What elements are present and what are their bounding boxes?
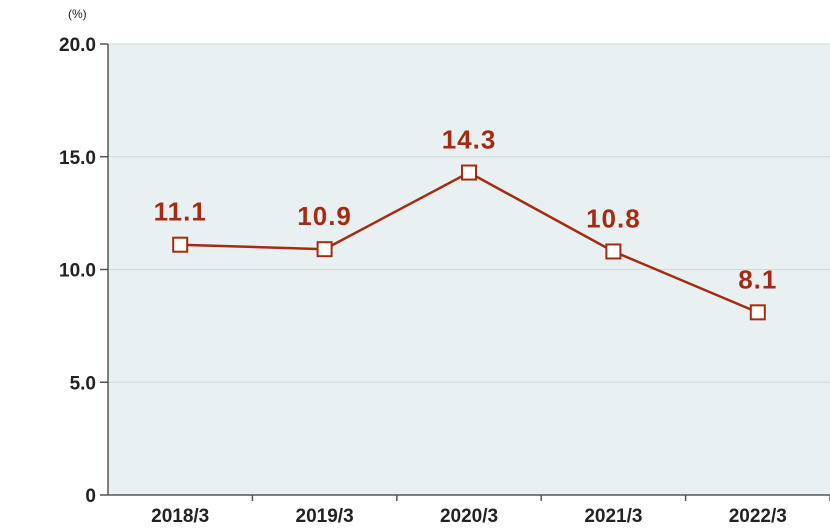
x-tick-label: 2020/3	[440, 506, 498, 527]
gridlines	[108, 43, 830, 383]
x-tick-label: 2021/3	[584, 506, 642, 527]
y-tick-label: 0	[85, 486, 96, 507]
data-point-marker	[172, 236, 189, 253]
y-tick-label: 10.0	[59, 261, 96, 282]
data-point-marker	[749, 304, 766, 321]
data-label: 11.1	[154, 197, 207, 227]
series-markers	[172, 164, 766, 321]
x-axis-ticks: 2018/3 2019/3 2020/3 2021/3 2022/3	[151, 495, 830, 527]
data-label: 10.9	[297, 201, 352, 231]
data-point-marker	[461, 164, 477, 181]
y-axis-unit-label: (%)	[68, 7, 87, 21]
y-axis-ticks: 0 5.0 10.0 15.0 20.0	[59, 35, 108, 507]
y-tick-label: 15.0	[59, 148, 96, 169]
data-point-marker	[316, 241, 333, 258]
data-point-marker	[605, 243, 622, 260]
data-label: 8.1	[738, 264, 777, 294]
data-label: 10.8	[586, 203, 641, 233]
x-tick-label: 2022/3	[729, 506, 787, 527]
x-tick-label: 2018/3	[151, 506, 209, 527]
y-tick-label: 20.0	[59, 35, 96, 56]
y-tick-label: 5.0	[70, 373, 96, 394]
data-labels: 11.1 10.9 14.3 10.8 8.1	[154, 125, 777, 295]
data-label: 14.3	[442, 125, 497, 155]
x-tick-label: 2019/3	[296, 506, 354, 527]
